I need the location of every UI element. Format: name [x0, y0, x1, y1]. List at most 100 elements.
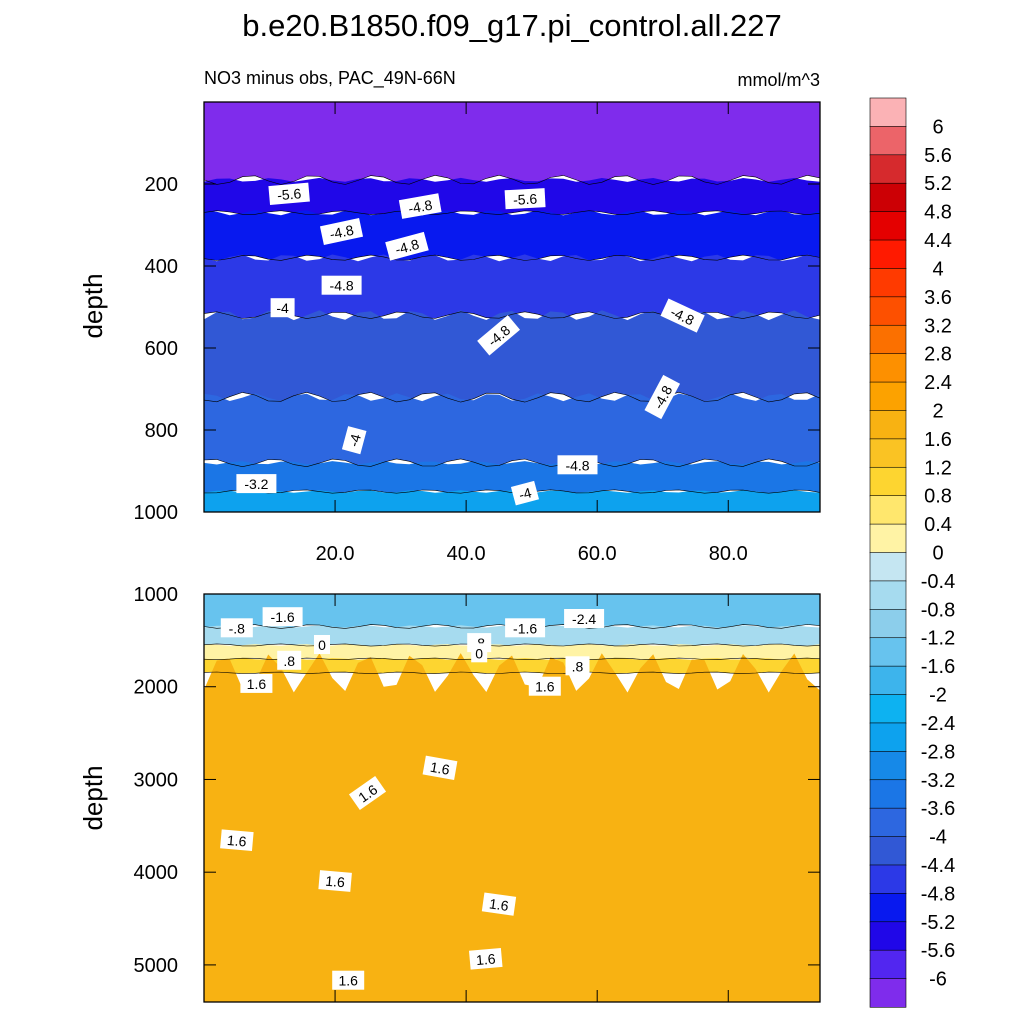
colorbar: 6 5.6 5.2 4.8 4.4 4 3.6 3.2 2.8 2.4 2 1.6 1.2 0.8 0.4 0…	[869, 97, 955, 1008]
y-tick-label: 600	[145, 338, 178, 360]
contour-label-text: 1.6	[226, 832, 247, 850]
colorbar-swatch	[869, 694, 907, 724]
upper-contour-fill	[204, 102, 820, 512]
colorbar-swatch	[869, 836, 907, 866]
contour-label-text: -3.2	[244, 476, 268, 492]
contour-label: -2.4	[564, 609, 605, 628]
contour-label-text: 1.6	[535, 679, 555, 695]
contour-label-box	[385, 231, 429, 261]
contour-label-box	[348, 776, 387, 810]
colorbar-label: -1.2	[921, 628, 955, 650]
contour-label-box	[277, 650, 302, 670]
contour-label-box	[528, 676, 561, 696]
contour-label-text: 1.6	[488, 895, 510, 914]
contour-label-box	[468, 947, 503, 970]
colorbar-swatch	[869, 154, 907, 184]
colorbar-label: 2.4	[924, 372, 952, 394]
contour-label-text: -4.8	[407, 197, 434, 217]
contour-line	[203, 210, 821, 216]
contour-label-text: -4	[345, 432, 364, 448]
x-tick-label: 60.0	[578, 543, 617, 565]
contour-label: .8	[277, 650, 302, 670]
contour-line	[203, 311, 821, 319]
contour-label-box	[262, 607, 303, 627]
upper-contour-lines	[203, 174, 821, 494]
contour-label-box	[220, 829, 254, 852]
contour-label-box	[220, 618, 253, 638]
contour-label-box	[477, 315, 521, 356]
left-string: NO3 minus obs, PAC_49N-66N	[204, 68, 456, 89]
contour-label-box	[314, 635, 330, 654]
colorbar-swatch	[869, 921, 907, 951]
contour-label-box	[481, 892, 517, 916]
contour-label-text: 1.6	[247, 676, 267, 692]
contour-band	[204, 102, 820, 185]
contour-label-text: -4	[517, 484, 533, 503]
colorbar-label: -2.8	[921, 741, 955, 763]
colorbar-swatch	[869, 239, 907, 270]
contour-label: -3.2	[236, 474, 277, 494]
contour-label: -4.8	[557, 455, 598, 475]
contour-label: -4.8	[385, 231, 429, 261]
colorbar-swatch	[869, 353, 907, 383]
colorbar-swatch	[869, 268, 907, 298]
contour-label-text: -5.6	[513, 191, 538, 208]
colorbar-label: -0.4	[921, 571, 955, 593]
x-tick-label: 40.0	[447, 543, 486, 565]
colorbar-swatch	[869, 722, 907, 752]
y-tick-label: 3000	[134, 769, 179, 791]
contour-band	[204, 594, 820, 629]
contour-label-box	[505, 618, 546, 638]
colorbar-label: -2.4	[921, 713, 955, 735]
contour-label: 1.6	[332, 970, 365, 990]
colorbar-swatch	[869, 552, 907, 582]
contour-band	[204, 461, 820, 494]
colorbar-label: 5.6	[924, 145, 952, 167]
contour-label-text: 1.6	[338, 973, 358, 989]
colorbar-swatch	[869, 609, 907, 639]
y-tick-label: 200	[145, 174, 178, 196]
contour-label: -4	[270, 298, 295, 318]
contour-label: -4	[510, 480, 540, 506]
colorbar-swatch	[869, 296, 907, 326]
contour-label-text: 0	[318, 637, 326, 653]
contour-label: -5.6	[268, 182, 310, 206]
contour-label: -4	[341, 426, 367, 455]
y-tick-label: 1000	[134, 502, 179, 524]
contour-label: 1.6	[318, 870, 352, 892]
contour-label-box	[471, 643, 488, 663]
colorbar-label: 4.8	[924, 202, 952, 224]
contour-label-box	[319, 218, 364, 245]
contour-label: -4.8	[398, 193, 442, 219]
contour-label-box	[660, 298, 705, 333]
contour-label-text: -4.8	[565, 457, 589, 473]
contour-label-box	[321, 275, 362, 295]
colorbar-label: -0.8	[921, 599, 955, 621]
contour-band	[204, 644, 820, 660]
contour-label-text: .8	[473, 635, 485, 651]
colorbar-swatch	[869, 637, 907, 667]
contour-label-text: -5.6	[276, 185, 302, 203]
contour-label-text: -4.8	[330, 278, 354, 294]
colorbar-swatch	[869, 751, 907, 781]
contour-line	[203, 489, 821, 494]
colorbar-swatch	[869, 126, 907, 156]
contour-label-text: -1.6	[271, 609, 295, 625]
contour-label-text: 1.6	[325, 873, 346, 891]
colorbar-swatch	[869, 211, 907, 241]
y-tick-label: 400	[145, 256, 178, 278]
colorbar-label: 2.8	[924, 344, 952, 366]
contour-label-text: .8	[572, 658, 584, 674]
contour-label-text: -4.8	[393, 236, 421, 258]
colorbar-label: -4.8	[921, 883, 955, 905]
contour-label-box	[240, 673, 273, 693]
colorbar-swatch	[869, 438, 907, 468]
contour-band	[204, 653, 820, 1002]
colorbar-swatch	[869, 665, 907, 696]
y-tick-label: 2000	[134, 677, 179, 699]
contour-label-text: 0	[475, 645, 483, 661]
colorbar-label: 3.6	[924, 287, 952, 309]
contour-label-box	[332, 970, 365, 990]
colorbar-label: -3.6	[921, 798, 955, 820]
